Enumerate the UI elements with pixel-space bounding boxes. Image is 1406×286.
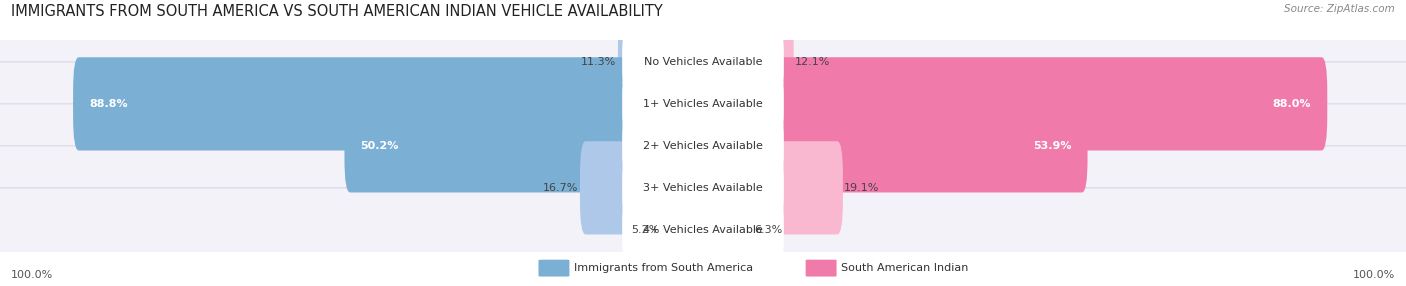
Text: 100.0%: 100.0% — [1353, 270, 1395, 279]
FancyBboxPatch shape — [621, 158, 785, 217]
Text: 12.1%: 12.1% — [796, 57, 831, 67]
Text: 16.7%: 16.7% — [543, 183, 579, 193]
FancyBboxPatch shape — [621, 33, 785, 91]
FancyBboxPatch shape — [697, 57, 1327, 150]
FancyBboxPatch shape — [619, 15, 709, 108]
Text: 53.9%: 53.9% — [1033, 141, 1071, 151]
FancyBboxPatch shape — [581, 141, 709, 235]
Text: 3+ Vehicles Available: 3+ Vehicles Available — [643, 183, 763, 193]
FancyBboxPatch shape — [621, 74, 785, 133]
Text: 88.8%: 88.8% — [90, 99, 128, 109]
FancyBboxPatch shape — [73, 57, 709, 150]
FancyBboxPatch shape — [697, 183, 754, 277]
Text: 11.3%: 11.3% — [581, 57, 617, 67]
FancyBboxPatch shape — [0, 20, 1406, 104]
Text: No Vehicles Available: No Vehicles Available — [644, 57, 762, 67]
Text: 6.3%: 6.3% — [754, 225, 783, 235]
FancyBboxPatch shape — [621, 116, 785, 175]
FancyBboxPatch shape — [661, 183, 709, 277]
Text: 2+ Vehicles Available: 2+ Vehicles Available — [643, 141, 763, 151]
FancyBboxPatch shape — [697, 99, 1088, 192]
Text: 88.0%: 88.0% — [1272, 99, 1312, 109]
FancyBboxPatch shape — [344, 99, 709, 192]
FancyBboxPatch shape — [0, 104, 1406, 188]
Text: IMMIGRANTS FROM SOUTH AMERICA VS SOUTH AMERICAN INDIAN VEHICLE AVAILABILITY: IMMIGRANTS FROM SOUTH AMERICA VS SOUTH A… — [11, 4, 664, 19]
Text: Source: ZipAtlas.com: Source: ZipAtlas.com — [1284, 4, 1395, 14]
FancyBboxPatch shape — [0, 146, 1406, 230]
FancyBboxPatch shape — [538, 260, 569, 277]
FancyBboxPatch shape — [806, 260, 837, 277]
Text: 4+ Vehicles Available: 4+ Vehicles Available — [643, 225, 763, 235]
Text: Immigrants from South America: Immigrants from South America — [574, 263, 752, 273]
FancyBboxPatch shape — [621, 200, 785, 259]
FancyBboxPatch shape — [697, 15, 793, 108]
FancyBboxPatch shape — [0, 188, 1406, 272]
Text: 5.2%: 5.2% — [631, 225, 659, 235]
FancyBboxPatch shape — [0, 62, 1406, 146]
Text: South American Indian: South American Indian — [841, 263, 969, 273]
Text: 100.0%: 100.0% — [11, 270, 53, 279]
FancyBboxPatch shape — [697, 141, 844, 235]
Text: 1+ Vehicles Available: 1+ Vehicles Available — [643, 99, 763, 109]
Text: 19.1%: 19.1% — [844, 183, 880, 193]
Text: 50.2%: 50.2% — [360, 141, 399, 151]
